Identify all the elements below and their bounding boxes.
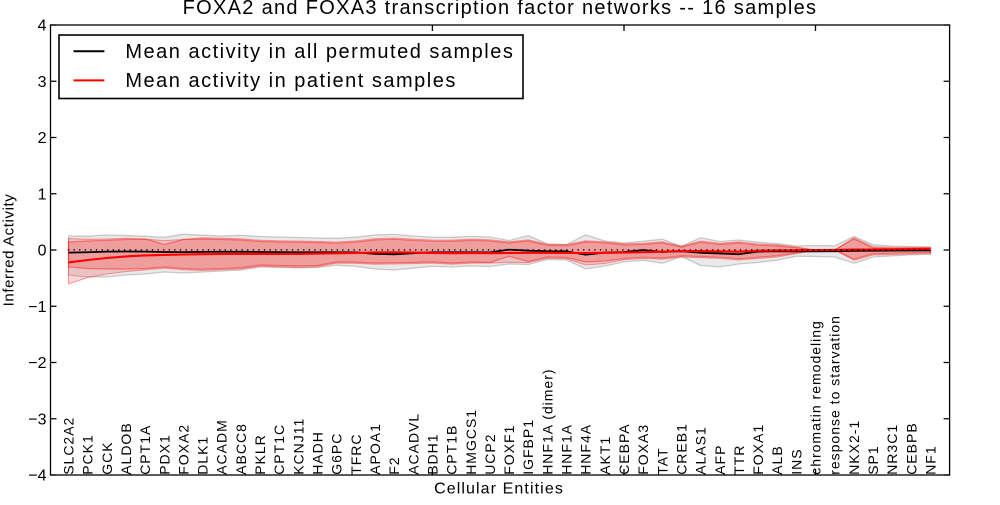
svg-text:3: 3 xyxy=(38,74,47,91)
svg-text:CPT1C: CPT1C xyxy=(271,424,287,475)
svg-text:HNF4A: HNF4A xyxy=(578,424,594,475)
svg-text:ABCC8: ABCC8 xyxy=(233,423,249,475)
svg-text:4: 4 xyxy=(38,18,47,35)
svg-text:NF1: NF1 xyxy=(923,445,939,474)
svg-text:Cellular Entities: Cellular Entities xyxy=(434,481,564,498)
svg-text:AFP: AFP xyxy=(712,445,728,475)
svg-text:INS: INS xyxy=(788,448,804,474)
svg-text:response to starvation: response to starvation xyxy=(827,315,843,475)
svg-text:−3: −3 xyxy=(28,411,46,428)
svg-text:TFRC: TFRC xyxy=(348,433,364,474)
svg-text:HMGCS1: HMGCS1 xyxy=(463,409,479,475)
svg-text:CEBPB: CEBPB xyxy=(903,422,919,474)
svg-text:BDH1: BDH1 xyxy=(424,433,440,474)
svg-text:GCK: GCK xyxy=(99,441,115,474)
svg-text:chromatin remodeling: chromatin remodeling xyxy=(808,320,824,475)
svg-text:FOXA1: FOXA1 xyxy=(750,424,766,475)
svg-text:CPT1A: CPT1A xyxy=(137,425,153,475)
svg-text:ACADVL: ACADVL xyxy=(405,413,421,475)
svg-text:FOXA2 and FOXA3 transcription: FOXA2 and FOXA3 transcription factor net… xyxy=(183,0,818,19)
svg-text:SLC2A2: SLC2A2 xyxy=(61,417,77,475)
svg-text:Mean activity in patient sampl: Mean activity in patient samples xyxy=(125,70,456,92)
svg-text:AKT1: AKT1 xyxy=(597,436,613,475)
svg-text:2: 2 xyxy=(38,130,47,147)
svg-text:0: 0 xyxy=(38,243,47,260)
svg-text:TTR: TTR xyxy=(731,445,747,475)
svg-text:NKX2-1: NKX2-1 xyxy=(846,420,862,475)
svg-text:1: 1 xyxy=(38,186,47,203)
svg-text:ALDOB: ALDOB xyxy=(118,422,134,474)
svg-text:FOXA2: FOXA2 xyxy=(175,424,191,475)
svg-text:IGFBP1: IGFBP1 xyxy=(520,419,536,475)
svg-text:FOXA3: FOXA3 xyxy=(635,424,651,475)
svg-text:SP1: SP1 xyxy=(865,445,881,474)
svg-text:PCK1: PCK1 xyxy=(80,434,96,475)
svg-text:HADH: HADH xyxy=(310,431,326,475)
svg-text:CPT1B: CPT1B xyxy=(444,425,460,475)
svg-text:ALAS1: ALAS1 xyxy=(693,426,709,475)
svg-text:TAT: TAT xyxy=(654,447,670,474)
svg-text:CREB1: CREB1 xyxy=(674,423,690,475)
svg-text:F2: F2 xyxy=(386,456,402,474)
svg-text:Inferred Activity: Inferred Activity xyxy=(1,194,18,307)
svg-text:PDX1: PDX1 xyxy=(156,434,172,475)
svg-text:CEBPA: CEBPA xyxy=(616,423,632,474)
svg-text:APOA1: APOA1 xyxy=(367,423,383,475)
svg-text:PKLR: PKLR xyxy=(252,434,268,475)
svg-text:−4: −4 xyxy=(28,468,46,485)
svg-text:FOXF1: FOXF1 xyxy=(501,425,517,475)
svg-text:G6PC: G6PC xyxy=(329,433,345,475)
svg-text:ACADM: ACADM xyxy=(214,419,230,475)
svg-text:HNF1A: HNF1A xyxy=(559,424,575,475)
svg-text:Mean activity in all permuted: Mean activity in all permuted samples xyxy=(125,41,514,63)
svg-text:UCP2: UCP2 xyxy=(482,433,498,474)
svg-text:HNF1A (dimer): HNF1A (dimer) xyxy=(539,368,555,474)
svg-text:−1: −1 xyxy=(28,299,46,316)
svg-text:KCNJ11: KCNJ11 xyxy=(290,418,306,475)
svg-text:−2: −2 xyxy=(28,355,46,372)
svg-text:DLK1: DLK1 xyxy=(195,436,211,475)
svg-text:ALB: ALB xyxy=(769,445,785,474)
svg-text:NR3C1: NR3C1 xyxy=(884,424,900,475)
